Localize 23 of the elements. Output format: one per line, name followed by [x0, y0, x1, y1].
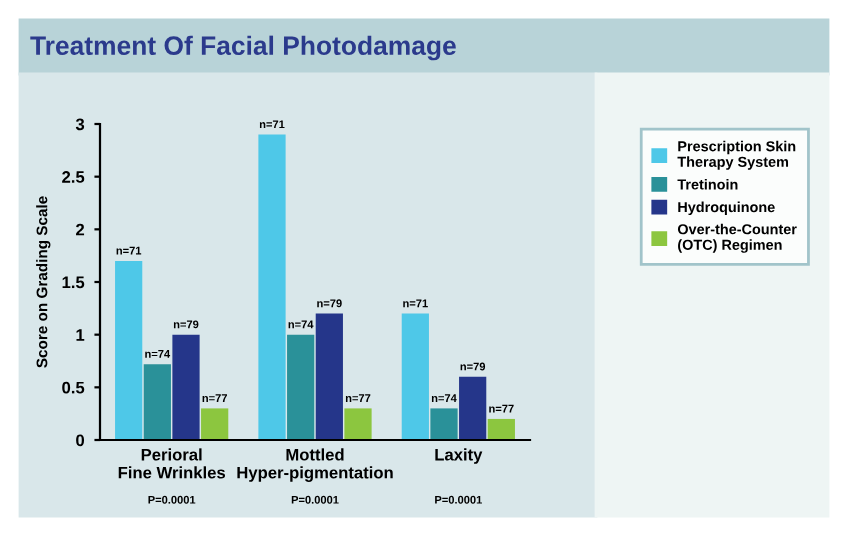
bar: [143, 364, 171, 440]
bar: [201, 408, 229, 440]
x-tick-label: Laxity: [435, 448, 483, 464]
chart-title: Treatment Of Facial Photodamage: [30, 35, 456, 61]
y-tick-label: 1: [76, 329, 85, 341]
y-tick-label: 1.5: [62, 276, 85, 289]
bar: [430, 408, 458, 440]
bar: [459, 376, 487, 440]
y-tick-label: 0.5: [62, 381, 85, 394]
y-tick-label: 2.5: [62, 171, 85, 183]
y-tick-label: 3: [75, 118, 85, 131]
x-tick-label: Mottled Hyper-pigmentation: [237, 448, 393, 482]
bar: [172, 334, 200, 440]
bar: [315, 313, 343, 440]
bar: [115, 260, 143, 440]
x-tick-label: Perioral Fine Wrinkles: [118, 448, 226, 479]
y-tick-label: 2: [76, 223, 85, 236]
bar: [401, 313, 429, 440]
y-tick-label: 0: [76, 434, 85, 447]
bar: [344, 408, 372, 440]
bar: [487, 418, 515, 440]
bar: [287, 334, 315, 440]
bar: [258, 134, 286, 440]
